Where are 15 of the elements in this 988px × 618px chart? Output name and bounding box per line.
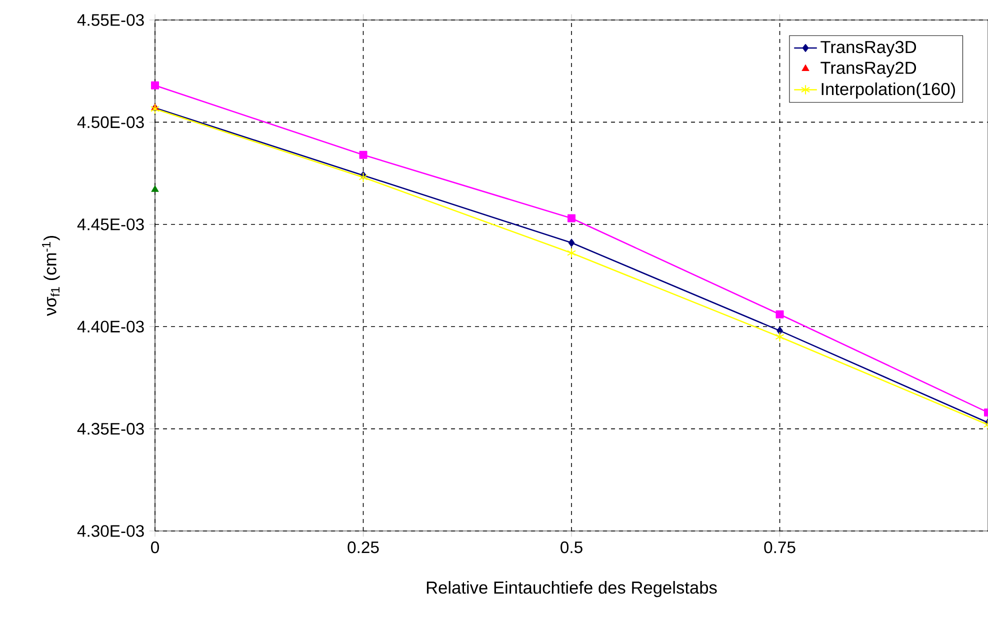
x-tick-label: 0.5	[560, 541, 582, 554]
y-axis-title: νσ$_{f1}$ (cm$^{-1}$)	[42, 236, 60, 316]
x-axis-title: Relative Eintauchtiefe des Regelstabs	[426, 581, 717, 598]
legend-label: TransRay3D	[820, 40, 916, 57]
x-tick-label: 0	[151, 541, 159, 554]
legend-label: Interpolation(160)	[822, 82, 955, 99]
y-tick-label: 4.35E-03	[77, 422, 144, 435]
legend-label: TransRay2D	[820, 62, 916, 78]
y-tick-label: 4.40E-03	[77, 320, 144, 333]
y-tick-label: 4.30E-03	[77, 525, 144, 537]
x-tick-label: 0.75	[764, 541, 796, 554]
y-tick-label: 4.50E-03	[77, 116, 144, 128]
y-tick-label: 4.45E-03	[77, 218, 144, 230]
y-tick-label: 4.55E-03	[77, 14, 144, 26]
x-tick-label: 0.25	[348, 541, 379, 554]
